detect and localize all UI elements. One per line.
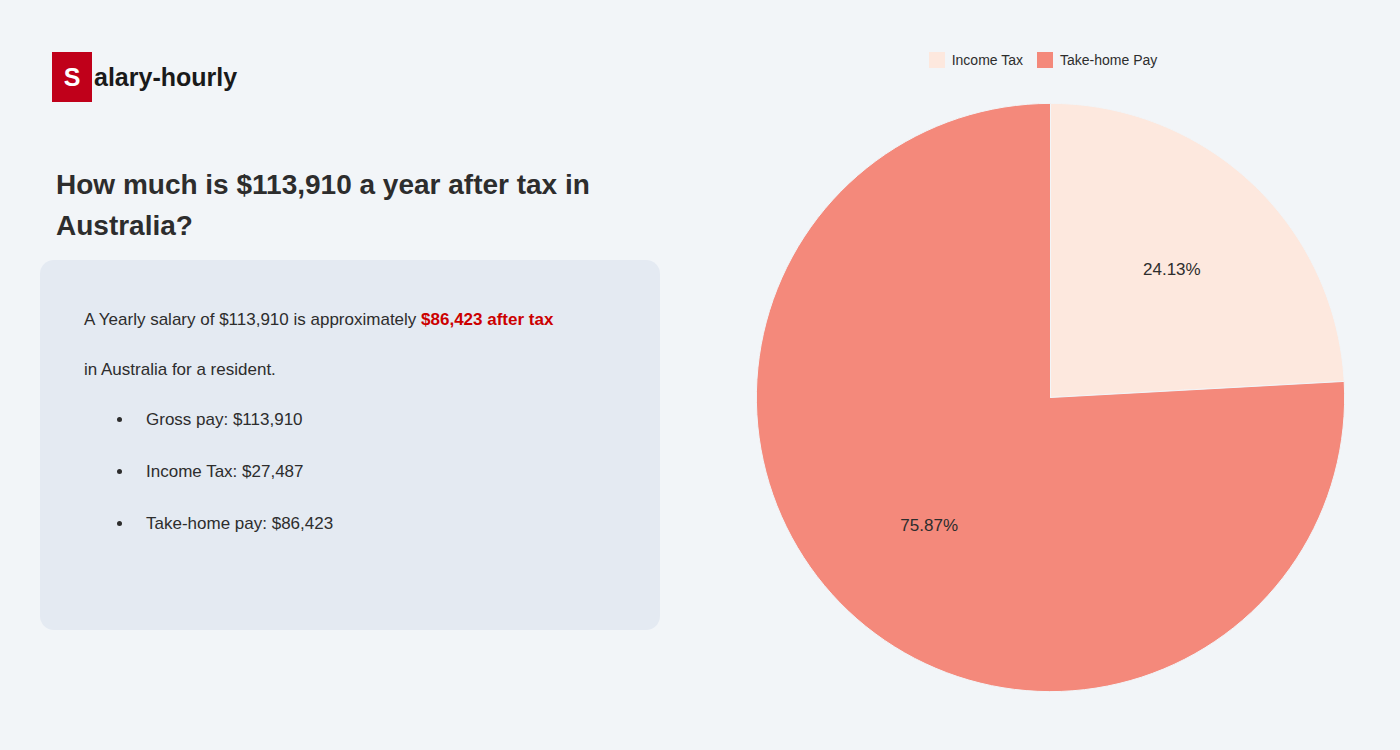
html-text:Income Tax: $27,487: Income Tax: $27,487 bbox=[146, 462, 304, 481]
svg-text:24.13%: 24.13% bbox=[1143, 259, 1201, 278]
html-text:How much is $113,910 a year af: How much is $113,910 a year after tax in… bbox=[56, 169, 590, 241]
html-text:Take-home pay: $86,423: Take-home pay: $86,423 bbox=[146, 514, 334, 533]
html-text:Gross pay: $113,910: Gross pay: $113,910 bbox=[146, 410, 303, 429]
svg-text:75.87%: 75.87% bbox=[900, 516, 958, 535]
html-text:in Australia for a resident.: in Australia for a resident. bbox=[84, 360, 276, 379]
html-text:Income Tax: Income Tax bbox=[951, 52, 1023, 68]
html-text:S: S bbox=[63, 62, 81, 91]
html-text:A Yearly salary of $113,910 is: A Yearly salary of $113,910 is approxima… bbox=[84, 310, 554, 329]
html-text:Take-home Pay: Take-home Pay bbox=[1060, 52, 1158, 68]
html-text:alary-hourly: alary-hourly bbox=[94, 62, 238, 91]
